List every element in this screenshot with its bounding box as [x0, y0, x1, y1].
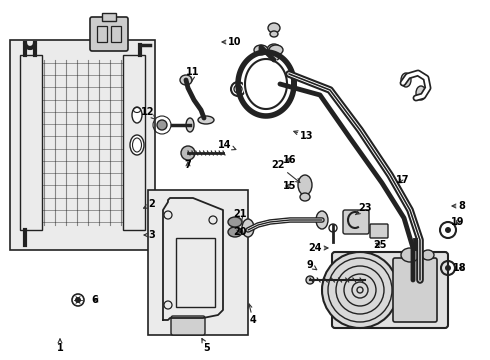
Text: 10: 10 [222, 37, 242, 47]
Ellipse shape [422, 250, 434, 260]
Text: 24: 24 [308, 243, 328, 253]
Ellipse shape [270, 31, 278, 37]
Ellipse shape [242, 219, 254, 237]
Text: 18: 18 [453, 263, 467, 273]
FancyBboxPatch shape [332, 252, 448, 328]
Circle shape [445, 227, 451, 233]
Text: 1: 1 [57, 339, 63, 353]
Text: 13: 13 [294, 131, 314, 141]
Circle shape [181, 146, 195, 160]
FancyBboxPatch shape [90, 17, 128, 51]
Ellipse shape [268, 23, 280, 33]
FancyBboxPatch shape [370, 224, 388, 238]
Circle shape [72, 294, 84, 306]
Ellipse shape [254, 45, 268, 55]
Ellipse shape [180, 75, 192, 85]
Text: 25: 25 [373, 240, 387, 250]
Ellipse shape [269, 53, 279, 61]
Circle shape [157, 120, 167, 130]
Text: 19: 19 [451, 217, 465, 227]
Text: 15: 15 [283, 181, 297, 191]
Ellipse shape [228, 217, 242, 227]
Ellipse shape [300, 193, 310, 201]
Ellipse shape [401, 248, 419, 262]
Text: 9: 9 [307, 260, 317, 270]
Ellipse shape [132, 107, 142, 123]
Ellipse shape [198, 116, 214, 124]
Text: 8: 8 [452, 201, 466, 211]
Text: 14: 14 [218, 140, 236, 150]
Circle shape [231, 82, 245, 96]
Circle shape [445, 265, 451, 271]
Ellipse shape [298, 175, 312, 195]
Circle shape [75, 297, 81, 303]
Text: 2: 2 [144, 199, 155, 209]
Text: 7: 7 [185, 160, 192, 170]
Text: 4: 4 [248, 304, 256, 325]
Text: 3: 3 [144, 230, 155, 240]
Text: 17: 17 [396, 175, 410, 185]
FancyBboxPatch shape [171, 316, 205, 335]
Ellipse shape [267, 44, 281, 56]
Text: 6: 6 [92, 295, 98, 305]
Circle shape [322, 252, 398, 328]
Ellipse shape [186, 118, 194, 132]
Ellipse shape [228, 227, 242, 237]
Ellipse shape [316, 211, 328, 229]
Text: 11: 11 [186, 67, 200, 81]
Text: 21: 21 [233, 209, 247, 222]
Text: 16: 16 [283, 155, 297, 165]
FancyBboxPatch shape [393, 258, 437, 322]
Text: 12: 12 [141, 107, 156, 120]
FancyBboxPatch shape [102, 13, 116, 21]
Ellipse shape [306, 276, 314, 284]
Ellipse shape [401, 73, 411, 87]
Text: 23: 23 [355, 203, 372, 215]
FancyBboxPatch shape [343, 210, 369, 234]
FancyBboxPatch shape [148, 190, 248, 335]
FancyBboxPatch shape [10, 40, 155, 250]
Ellipse shape [269, 45, 283, 55]
Ellipse shape [416, 86, 426, 100]
Text: 22: 22 [271, 160, 300, 183]
Ellipse shape [130, 135, 144, 155]
Text: 5: 5 [202, 338, 210, 353]
Text: 20: 20 [233, 227, 247, 237]
